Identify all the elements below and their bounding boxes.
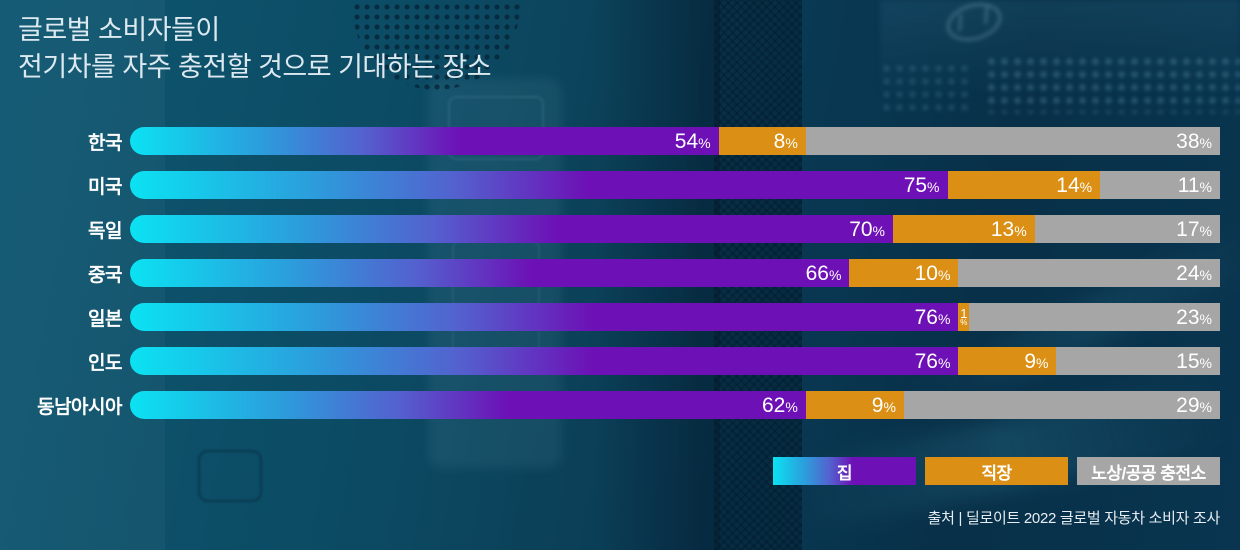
value-label: 62%	[761, 393, 798, 417]
bar-track: 76% 9% 15%	[130, 347, 1220, 375]
bar-segment-work: 1%	[958, 303, 970, 331]
bar-segment-public: 29%	[903, 391, 1220, 419]
bar-track: 75% 14% 11%	[130, 171, 1220, 199]
value-label: 17%	[1176, 217, 1212, 241]
value-label: 29%	[1176, 393, 1212, 417]
bar-row: 일본 76% 1% 23%	[0, 303, 1220, 331]
bar-segment-public: 23%	[969, 303, 1220, 331]
category-label: 독일	[88, 220, 122, 242]
value-label: 76%	[914, 305, 951, 329]
value-label: 38%	[1176, 129, 1212, 153]
value-label: 1%	[960, 305, 968, 328]
bar-segment-work: 14%	[947, 171, 1101, 199]
bar-segment-home: 75%	[130, 171, 948, 199]
bar-segment-public: 11%	[1100, 171, 1220, 199]
background-screen-outline	[198, 450, 262, 502]
legend: 집 직장 노상/공공 충전소	[773, 457, 1220, 485]
bar-segment-home: 70%	[130, 215, 893, 243]
category-label: 중국	[88, 264, 122, 286]
bar-row: 미국 75% 14% 11%	[0, 171, 1220, 199]
bar-segment-work: 9%	[805, 391, 904, 419]
bar-track: 62% 9% 29%	[130, 391, 1220, 419]
background-dot-grid-small	[880, 62, 970, 112]
bar-segment-public: 15%	[1056, 347, 1220, 375]
bar-segment-home: 66%	[130, 259, 850, 287]
bar-segment-home: 76%	[130, 347, 959, 375]
page-title: 글로벌 소비자들이 전기차를 자주 충전할 것으로 기대하는 장소	[18, 12, 492, 86]
category-label: 인도	[88, 352, 122, 374]
category-label: 동남아시아	[37, 396, 122, 418]
bar-segment-work: 10%	[849, 259, 959, 287]
page-title-line1: 글로벌 소비자들이	[18, 15, 220, 45]
value-label: 9%	[871, 393, 896, 417]
hyundai-logo-blur	[942, 0, 1006, 48]
value-label: 54%	[674, 129, 711, 153]
value-label: 11%	[1177, 173, 1212, 197]
value-label: 75%	[903, 173, 940, 197]
source-credit: 출처 | 딜로이트 2022 글로벌 자동차 소비자 조사	[927, 510, 1221, 527]
bar-row: 중국 66% 10% 24%	[0, 259, 1220, 287]
bar-segment-home: 54%	[130, 127, 719, 155]
legend-item-home: 집	[773, 457, 916, 485]
background-top-right-glow	[880, 0, 1240, 100]
value-label: 14%	[1056, 173, 1093, 197]
bar-segment-home: 62%	[130, 391, 806, 419]
category-label: 일본	[88, 308, 122, 330]
bar-track: 54% 8% 38%	[130, 127, 1220, 155]
bar-segment-work: 9%	[958, 347, 1057, 375]
value-label: 24%	[1176, 261, 1212, 285]
chart-rows: 한국 54% 8% 38% 미국 75% 14% 11% 독일 70% 13% 17% 중국 66% 10%…	[0, 127, 1220, 419]
value-label: 8%	[773, 129, 798, 153]
bar-segment-home: 76%	[130, 303, 959, 331]
value-label: 70%	[849, 217, 885, 241]
bar-segment-public: 24%	[958, 259, 1220, 287]
bar-segment-public: 17%	[1034, 215, 1220, 243]
legend-item-public: 노상/공공 충전소	[1077, 457, 1220, 485]
value-label: 13%	[990, 217, 1027, 241]
bar-row: 한국 54% 8% 38%	[0, 127, 1220, 155]
bar-row: 인도 76% 9% 15%	[0, 347, 1220, 375]
value-label: 23%	[1176, 305, 1212, 329]
category-label: 한국	[88, 132, 122, 154]
value-label: 15%	[1176, 349, 1212, 373]
value-label: 10%	[914, 261, 951, 285]
bar-row: 독일 70% 13% 17%	[0, 215, 1220, 243]
value-label: 76%	[914, 349, 951, 373]
value-label: 66%	[805, 261, 842, 285]
background-dot-grid	[985, 55, 1240, 113]
legend-item-work: 직장	[925, 457, 1068, 485]
bar-segment-work: 13%	[893, 215, 1035, 243]
bar-segment-work: 8%	[718, 127, 806, 155]
bar-track: 70% 13% 17%	[130, 215, 1220, 243]
bar-track: 66% 10% 24%	[130, 259, 1220, 287]
bar-row: 동남아시아 62% 9% 29%	[0, 391, 1220, 419]
value-label: 9%	[1024, 349, 1049, 373]
bar-track: 76% 1% 23%	[130, 303, 1220, 331]
bar-segment-public: 38%	[805, 127, 1220, 155]
category-label: 미국	[88, 176, 122, 198]
page-title-line2: 전기차를 자주 충전할 것으로 기대하는 장소	[18, 52, 492, 82]
